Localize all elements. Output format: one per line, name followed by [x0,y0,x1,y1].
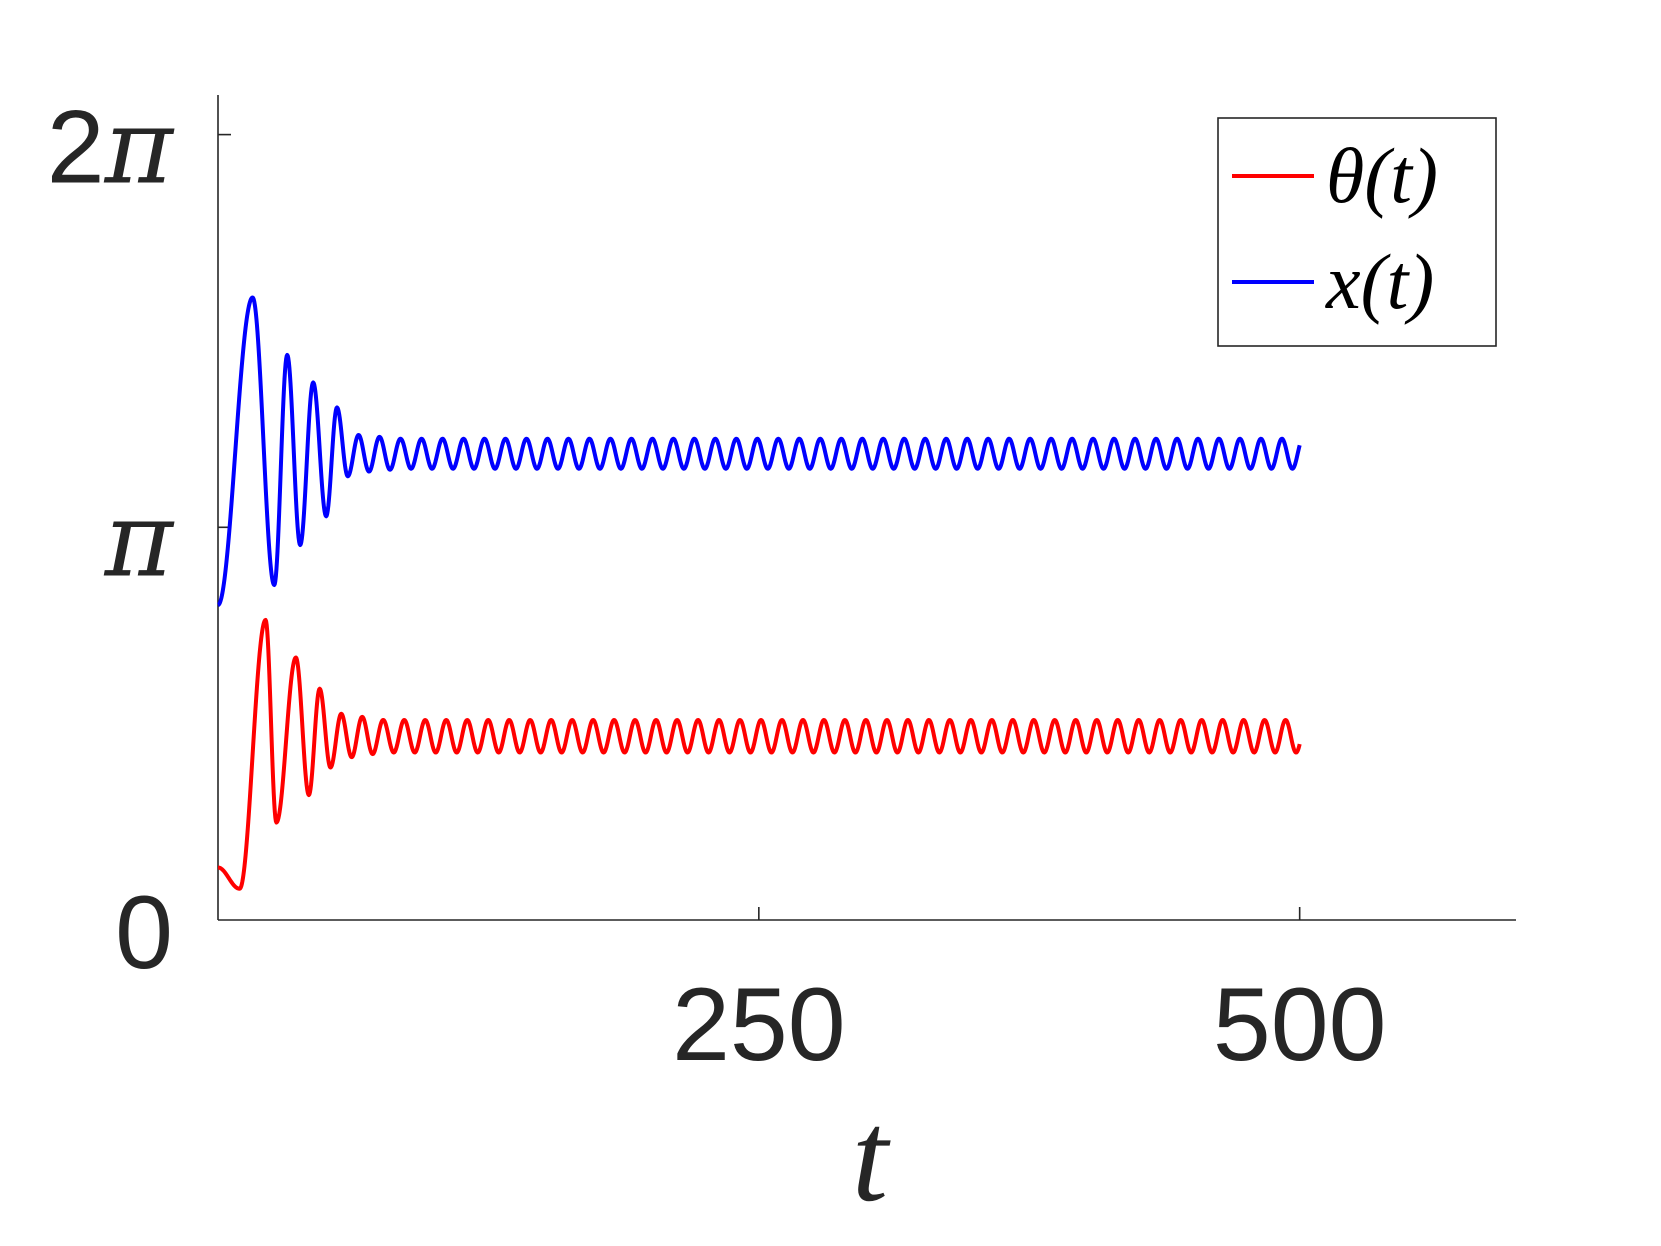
series-line-x [216,295,1302,607]
legend-label: θ(t) [1326,132,1438,219]
x-tick-label: 500 [1213,967,1387,1083]
legend-label: x(t) [1325,238,1434,325]
legend: θ(t) x(t) [1217,117,1497,347]
tick-labels: 250 500 0 π 2π [47,86,1387,1083]
x-axis-label: t [852,1085,891,1229]
series-layer [216,295,1302,891]
y-tick-label: π [104,478,175,600]
axes [217,95,1516,921]
series-line-theta [216,618,1302,891]
legend-box [1217,117,1497,347]
y-tick-label: 2π [47,86,175,208]
x-tick-label: 250 [672,967,846,1083]
y-tick-label: 0 [115,875,173,991]
